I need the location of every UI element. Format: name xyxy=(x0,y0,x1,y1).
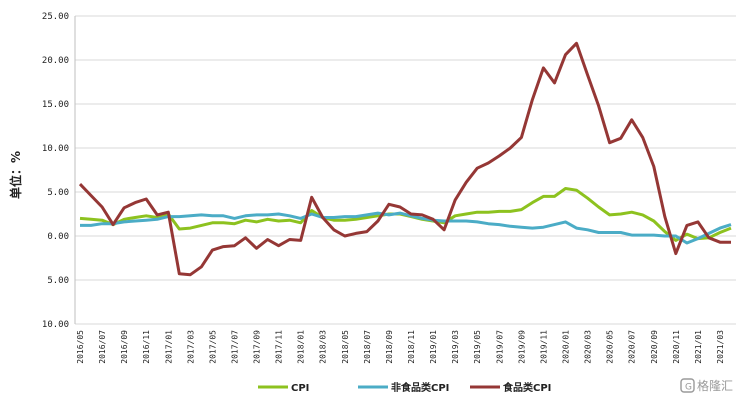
x-tick-label: 2016/11 xyxy=(142,330,151,364)
x-tick-label: 2018/03 xyxy=(319,330,328,364)
x-tick-label: 2020/03 xyxy=(584,330,593,364)
x-tick-label: 2017/01 xyxy=(164,330,173,364)
x-tick-label: 2020/07 xyxy=(628,330,637,364)
x-tick-label: 2019/11 xyxy=(539,330,548,364)
x-axis-ticks: 2016/05 2016/07 2016/09 2016/11 2017/01 2017/… xyxy=(76,330,725,364)
y-tick-label: 0.00 xyxy=(47,232,69,242)
x-tick-label: 2017/05 xyxy=(208,330,217,364)
y-tick-label: 5.00 xyxy=(47,276,69,286)
y-tick-label: 5.00 xyxy=(47,188,69,198)
legend: CPI 非食品类CPI 食品类CPI xyxy=(258,381,551,394)
x-tick-label: 2018/05 xyxy=(341,330,350,364)
x-tick-label: 2018/07 xyxy=(363,330,372,364)
x-tick-label: 2019/01 xyxy=(429,330,438,364)
x-tick-label: 2017/07 xyxy=(230,330,239,364)
y-axis-label: 单位：% xyxy=(8,151,23,199)
series-line-2 xyxy=(78,41,731,277)
series-lines xyxy=(78,41,732,277)
x-tick-label: 2020/01 xyxy=(561,330,570,364)
x-tick-label: 2019/07 xyxy=(495,330,504,364)
x-tick-label: 2019/03 xyxy=(451,330,460,364)
legend-label-1: 非食品类CPI xyxy=(391,381,449,394)
legend-label-2: 食品类CPI xyxy=(502,381,551,394)
x-tick-label: 2021/03 xyxy=(716,330,725,364)
y-axis-ticks: 25.00 20.00 15.00 10.00 5.00 0.00 5.00 10.00 xyxy=(42,12,69,330)
svg-text:G: G xyxy=(685,383,692,393)
x-tick-label: 2016/09 xyxy=(120,330,129,364)
y-tick-label: 20.00 xyxy=(42,56,69,66)
y-tick-label: 10.00 xyxy=(42,144,69,154)
legend-label-0: CPI xyxy=(291,383,309,394)
series-line-1 xyxy=(80,211,732,245)
y-tick-label: 25.00 xyxy=(42,12,69,22)
x-tick-label: 2016/07 xyxy=(98,330,107,364)
x-tick-label: 2018/11 xyxy=(407,330,416,364)
x-tick-label: 2020/11 xyxy=(672,330,681,364)
x-tick-label: 2019/05 xyxy=(473,330,482,364)
x-tick-label: 2017/03 xyxy=(186,330,195,364)
x-tick-label: 2020/05 xyxy=(606,330,615,364)
watermark: G 格隆汇 xyxy=(680,378,733,393)
x-tick-label: 2018/01 xyxy=(297,330,306,364)
grid-lines xyxy=(74,15,736,325)
y-tick-label: 10.00 xyxy=(42,320,69,330)
gelonghui-logo-icon xyxy=(680,378,695,393)
x-tick-label: 2016/05 xyxy=(76,330,85,364)
x-tick-label: 2018/09 xyxy=(385,330,394,364)
x-tick-label: 2020/09 xyxy=(650,330,659,364)
watermark-text: 格隆汇 xyxy=(697,378,733,393)
y-tick-label: 15.00 xyxy=(42,100,69,110)
x-tick-label: 2021/01 xyxy=(694,330,703,364)
x-tick-label: 2017/09 xyxy=(253,330,262,364)
x-tick-label: 2019/09 xyxy=(517,330,526,364)
x-tick-label: 2017/11 xyxy=(275,330,284,364)
